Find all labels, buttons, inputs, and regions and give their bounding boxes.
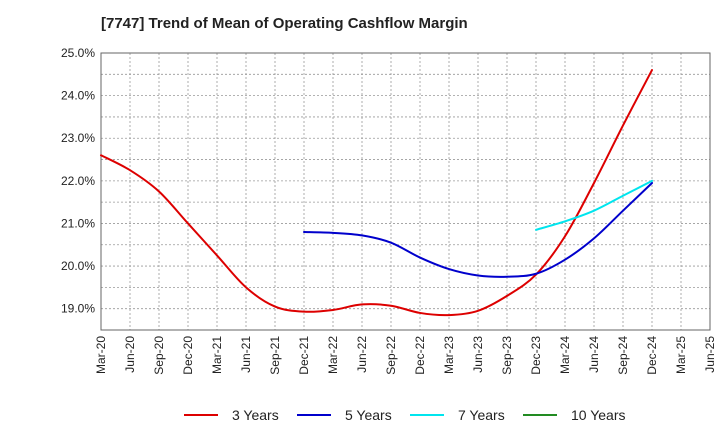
chart-title: [7747] Trend of Mean of Operating Cashfl…	[101, 15, 468, 32]
y-tick-label: 24.0%	[61, 89, 95, 103]
x-tick-label: Sep-21	[268, 336, 282, 375]
legend: 3 Years 5 Years 7 Years 10 Years	[0, 405, 720, 427]
x-tick-label: Jun-24	[587, 336, 601, 373]
x-tick-label: Mar-21	[210, 336, 224, 374]
y-tick-label: 25.0%	[61, 46, 95, 60]
legend-label: 5 Years	[345, 407, 392, 423]
legend-item-3-years: 3 Years	[184, 405, 279, 425]
x-tick-label: Mar-22	[326, 336, 340, 374]
x-tick-label: Sep-20	[152, 336, 166, 375]
x-tick-label: Sep-24	[616, 336, 630, 375]
legend-item-7-years: 7 Years	[410, 405, 505, 425]
x-tick-label: Dec-20	[181, 336, 195, 375]
x-tick-label: Jun-25	[703, 336, 717, 373]
legend-label: 10 Years	[571, 407, 626, 423]
y-tick-label: 20.0%	[61, 259, 95, 273]
x-tick-label: Dec-23	[529, 336, 543, 375]
legend-label: 7 Years	[458, 407, 505, 423]
x-tick-label: Mar-25	[674, 336, 688, 374]
plot-area	[101, 53, 710, 330]
series-line-3-years	[100, 69, 653, 317]
x-tick-label: Mar-20	[94, 336, 108, 374]
x-tick-label: Sep-23	[500, 336, 514, 375]
series-line-5-years	[303, 181, 653, 278]
x-tick-label: Dec-22	[413, 336, 427, 375]
plot-border	[100, 52, 711, 331]
y-tick-label: 22.0%	[61, 174, 95, 188]
x-tick-label: Jun-23	[471, 336, 485, 373]
x-tick-label: Jun-20	[123, 336, 137, 373]
y-tick-label: 23.0%	[61, 131, 95, 145]
legend-label: 3 Years	[232, 407, 279, 423]
x-tick-label: Dec-21	[297, 336, 311, 375]
legend-item-5-years: 5 Years	[297, 405, 392, 425]
x-tick-label: Sep-22	[384, 336, 398, 375]
legend-item-10-years: 10 Years	[523, 405, 626, 425]
series-line-7-years	[535, 179, 653, 231]
legend-swatch-10-years	[523, 414, 557, 416]
y-tick-label: 19.0%	[61, 302, 95, 316]
x-tick-label: Jun-21	[239, 336, 253, 373]
x-tick-label: Mar-24	[558, 336, 572, 374]
x-tick-label: Jun-22	[355, 336, 369, 373]
x-tick-label: Mar-23	[442, 336, 456, 374]
legend-swatch-5-years	[297, 414, 331, 416]
y-tick-label: 21.0%	[61, 216, 95, 230]
x-tick-label: Dec-24	[645, 336, 659, 375]
legend-swatch-3-years	[184, 414, 218, 416]
legend-swatch-7-years	[410, 414, 444, 416]
